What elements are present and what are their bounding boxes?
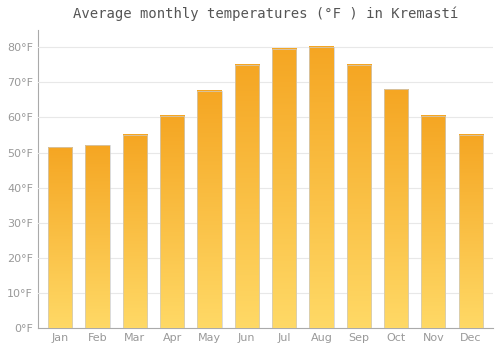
Title: Average monthly temperatures (°F ) in Kremastí: Average monthly temperatures (°F ) in Kr…	[73, 7, 458, 21]
